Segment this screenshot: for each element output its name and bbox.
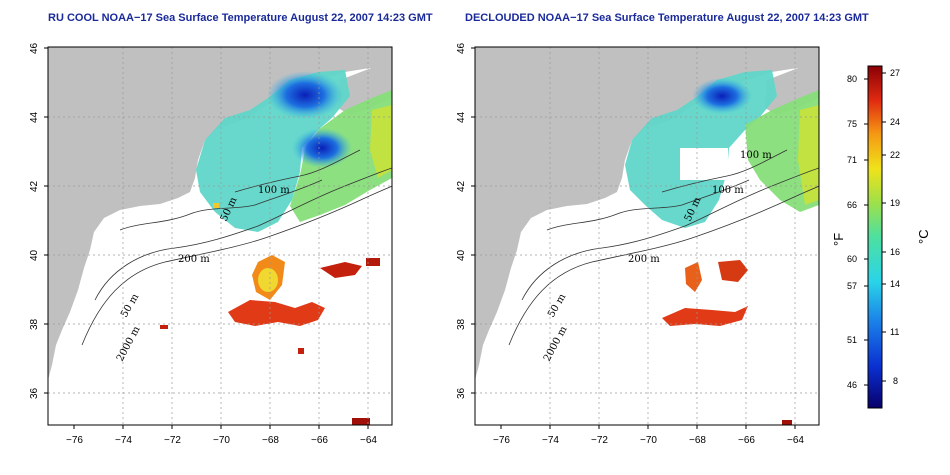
right-map-sst-patch-se: [782, 420, 792, 425]
left-map-grid: [48, 47, 392, 425]
left-map-lon-tick: −66: [311, 435, 328, 446]
colorbar-fahrenheit-tick: 66: [847, 200, 857, 210]
left-map-lon-tick: −72: [164, 435, 181, 446]
right-map-lon-tick: −76: [493, 435, 510, 446]
left-map-sst-gulf-stream-2: [320, 262, 362, 278]
left-map-cold-core-east: [292, 128, 352, 168]
colorbar-fahrenheit-tick: 46: [847, 380, 857, 390]
left-map-sst-patch-ne: [366, 258, 380, 266]
colorbar-fahrenheit-tick: 51: [847, 335, 857, 345]
right-map-lon-tick: −64: [787, 435, 804, 446]
right-map-frame: [474, 46, 820, 426]
right-map-sst-patch-mid: [685, 262, 702, 292]
right-map-grid: [475, 47, 819, 425]
colorbar-fahrenheit-tick: 75: [847, 119, 857, 129]
right-map-contour-label: 100 m: [712, 185, 744, 196]
right-map-contour-2000m: [508, 185, 819, 346]
colorbar-fahrenheit-tick: 71: [847, 155, 857, 165]
colorbar-fahrenheit-unit: °F: [831, 233, 846, 246]
left-map-lat-tick: 36: [29, 387, 40, 399]
right-map-lon-tick: −66: [738, 435, 755, 446]
left-map-contour-100m: [234, 149, 361, 193]
left-map-sst-warm-edge: [370, 105, 392, 178]
left-map-frame: [47, 46, 393, 426]
colorbar-celsius-tick: 19: [890, 198, 900, 208]
right-map-cold-core: [692, 78, 752, 114]
left-map-contour-2000m: [81, 185, 392, 346]
right-map-ticks: [471, 47, 796, 429]
colorbar: 80 75 71 66 60 57 51 46 27 24 22 19 16 1…: [831, 65, 931, 409]
left-map-lon-tick: −74: [115, 435, 132, 446]
colorbar-gradient: [867, 65, 883, 409]
right-map-lon-tick: −74: [542, 435, 559, 446]
right-map-land: [475, 47, 819, 380]
right-map-sst-patch-east: [718, 260, 748, 282]
left-map-lon-tick: −70: [213, 435, 230, 446]
colorbar-celsius-tick: 22: [890, 150, 900, 160]
left-map-contour-200m: [94, 167, 392, 301]
left-map-contour-50m: [119, 179, 323, 231]
right-map-panel: 50 m 100 m 100 m 200 m 50 m 2000 m −76 −…: [456, 42, 820, 446]
left-map-lat-tick: 38: [29, 318, 40, 330]
left-map-lat-tick: 44: [29, 111, 40, 123]
left-map-panel: 50 m 100 m 200 m 50 m 2000 m −76 −74 −72…: [29, 42, 393, 446]
right-map-contour-100m: [661, 149, 788, 193]
right-map-lat-tick: 44: [456, 111, 467, 123]
right-map-lon-tick: −72: [591, 435, 608, 446]
left-map-lat-tick: 40: [29, 249, 40, 261]
right-map-lat-tick: 40: [456, 249, 467, 261]
left-map-lat-tick: 42: [29, 180, 40, 192]
right-map-lat-tick: 38: [456, 318, 467, 330]
colorbar-celsius-tick: 14: [890, 279, 900, 289]
colorbar-celsius-tick: 11: [890, 327, 899, 337]
left-map-lon-tick: −76: [66, 435, 83, 446]
left-map-sst-gulf-stream-1: [228, 300, 325, 326]
right-map-sst-gulf-stream-1: [662, 306, 748, 326]
left-map-sst-patch-w: [160, 325, 168, 329]
right-map-contour-label: 200 m: [628, 254, 660, 265]
right-map-title: DECLOUDED NOAA−17 Sea Surface Temperatur…: [465, 12, 869, 24]
right-map-sst-warm-edge: [798, 105, 819, 205]
left-map-lon-tick: −68: [262, 435, 279, 446]
colorbar-celsius-tick: 8: [893, 376, 898, 386]
right-map-lat-tick: 36: [456, 387, 467, 399]
colorbar-celsius-tick: 27: [890, 68, 900, 78]
left-map-sst-patch-shelf: [213, 203, 219, 208]
colorbar-celsius-tick: 16: [890, 247, 900, 257]
right-map-cloud-gap: [680, 148, 728, 180]
colorbar-fahrenheit-tick: 57: [847, 281, 857, 291]
colorbar-celsius-unit: °C: [916, 229, 931, 244]
left-map-contour-label: 100 m: [258, 185, 290, 196]
colorbar-celsius-tick: 24: [890, 117, 900, 127]
left-map-sst-patch-s: [298, 348, 304, 354]
colorbar-fahrenheit-tick: 60: [847, 254, 857, 264]
right-map-lat-tick: 46: [456, 42, 467, 54]
right-map-lat-tick: 42: [456, 180, 467, 192]
left-map-land: [48, 47, 392, 380]
right-map-contour-50m: [546, 179, 750, 231]
right-map-lon-tick: −68: [689, 435, 706, 446]
colorbar-ticks: [864, 72, 886, 386]
left-map-title: RU COOL NOAA−17 Sea Surface Temperature …: [48, 12, 433, 24]
colorbar-fahrenheit-tick: 80: [847, 74, 857, 84]
left-map-ticks: [44, 47, 369, 429]
right-map-contour-label: 100 m: [740, 150, 772, 161]
left-map-lon-tick: −64: [360, 435, 377, 446]
left-map-contour-label: 200 m: [178, 254, 210, 265]
right-map-lon-tick: −70: [640, 435, 657, 446]
left-map-lat-tick: 46: [29, 42, 40, 54]
left-map-sst-patch-se: [352, 418, 370, 425]
right-map-contour-200m: [521, 167, 819, 301]
left-map-cold-core-north: [267, 71, 343, 119]
left-map-sst-eddy-core: [258, 268, 278, 292]
